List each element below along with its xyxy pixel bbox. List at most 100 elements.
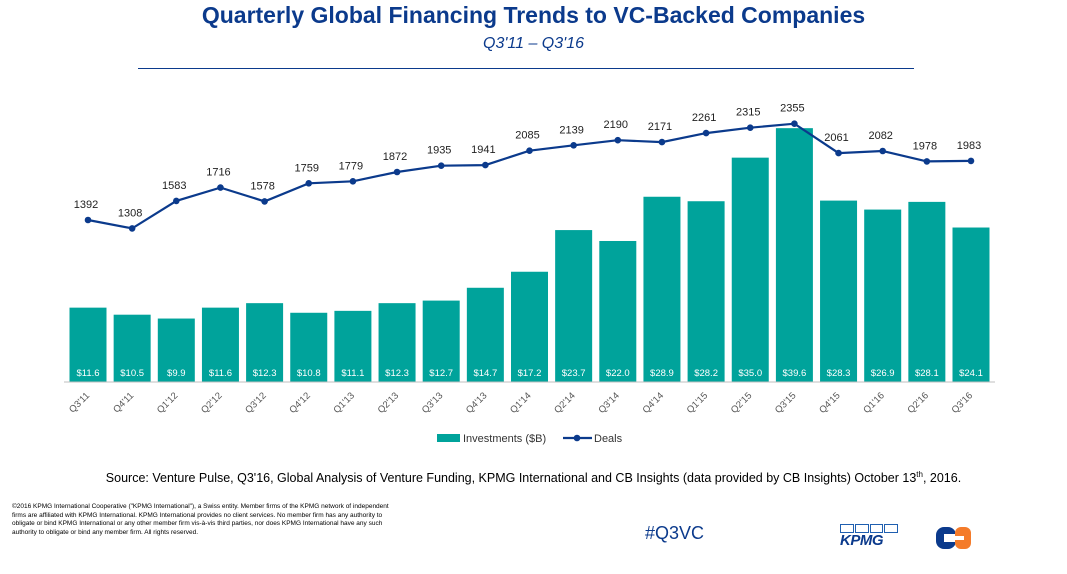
deals-label: 1935 [427, 145, 451, 157]
deals-point [614, 136, 622, 144]
x-tick-label: Q4'11 [111, 390, 136, 415]
investment-bar-label: $10.5 [120, 368, 144, 379]
x-tick-label: Q4'13 [464, 390, 490, 416]
deals-point [791, 120, 798, 127]
deals-point [879, 147, 886, 155]
x-tick-label: Q2'15 [729, 390, 755, 416]
deals-point [746, 124, 754, 131]
x-tick-label: Q3'11 [67, 390, 92, 415]
investment-bar-label: $11.6 [209, 368, 232, 379]
deals-label: 2171 [648, 121, 672, 133]
investment-bar [820, 200, 858, 382]
deals-label: 2355 [780, 103, 804, 115]
legend-investments-label: Investments ($B) [463, 433, 546, 445]
deals-label: 1759 [295, 162, 319, 174]
investment-bar [731, 157, 769, 382]
investment-bar-label: $10.8 [297, 368, 321, 379]
deals-label: 1978 [913, 140, 937, 152]
legend-deals-label: Deals [594, 433, 623, 445]
deals-point [835, 149, 842, 157]
investment-bar-label: $28.3 [827, 368, 851, 379]
deals-label: 2261 [692, 112, 716, 124]
investment-bar [422, 300, 460, 382]
cb-insights-logo-icon [936, 527, 971, 549]
deals-label: 1583 [162, 180, 186, 192]
x-tick-label: Q2'13 [376, 390, 402, 416]
investment-bar-label: $11.1 [341, 368, 364, 379]
x-tick-label: Q2'12 [199, 390, 225, 416]
deals-point [702, 129, 710, 137]
investment-bar-label: $23.7 [562, 368, 586, 379]
deals-point [173, 197, 180, 205]
x-tick-label: Q4'15 [817, 390, 843, 416]
deals-label: 1779 [339, 160, 363, 172]
copyright-notice: ©2016 KPMG International Cooperative ("K… [12, 503, 389, 536]
investment-bar-label: $9.9 [167, 368, 186, 379]
investment-bar-label: $12.3 [385, 368, 409, 379]
deals-point [393, 168, 401, 176]
investment-bar [246, 303, 284, 382]
x-tick-label: Q4'14 [641, 390, 667, 416]
deals-point [217, 184, 224, 191]
investment-bar [466, 287, 504, 382]
title-divider [138, 68, 914, 69]
x-tick-label: Q3'15 [773, 390, 799, 416]
investment-bar-label: $26.9 [871, 368, 895, 379]
legend-deals-marker [573, 434, 581, 442]
deals-label: 2315 [736, 107, 760, 119]
investment-bar-label: $35.0 [738, 368, 762, 379]
chart-title: Quarterly Global Financing Trends to VC-… [201, 2, 866, 28]
deals-label: 1716 [206, 167, 230, 179]
investment-bar-label: $17.2 [518, 368, 542, 379]
deals-point [658, 138, 666, 146]
investment-bar-label: $28.2 [694, 368, 718, 379]
investment-bar [201, 307, 239, 382]
investment-bar [687, 201, 725, 382]
deals-point [570, 142, 577, 149]
investment-bar [775, 128, 813, 382]
deals-point [128, 225, 136, 232]
deals-label: 1392 [74, 199, 98, 211]
investment-bar [952, 227, 990, 382]
investment-bar [113, 314, 151, 382]
investment-bar [511, 271, 548, 382]
x-tick-label: Q3'14 [596, 390, 622, 416]
investment-bar [643, 196, 681, 382]
deals-label: 2082 [868, 130, 892, 142]
investment-bar-label: $12.7 [429, 368, 453, 379]
deals-point [261, 198, 268, 205]
deals-point [437, 162, 445, 169]
investment-bar [864, 209, 902, 382]
investment-bar [599, 240, 637, 382]
deals-label: 1983 [957, 140, 981, 152]
investment-bar-label: $28.9 [650, 368, 674, 379]
x-tick-label: Q2'14 [552, 390, 578, 416]
kpmg-logo: KPMG [840, 524, 898, 550]
x-tick-label: Q2'16 [905, 390, 931, 416]
investment-bar-label: $28.1 [915, 368, 939, 379]
legend-investments-swatch [437, 434, 460, 442]
financing-chart: $11.6 $10.5 $9.9 $11.6 $12.3 $10.8 $11.1 $12.3 $… [64, 103, 995, 445]
deals-label: 2139 [559, 124, 583, 136]
x-tick-label: Q3'13 [420, 390, 446, 416]
investment-bar-label: $22.0 [606, 368, 630, 379]
investment-bar [69, 307, 107, 382]
x-tick-label: Q1'16 [861, 390, 887, 416]
x-tick-label: Q1'15 [685, 390, 711, 416]
deals-point [305, 180, 313, 187]
investment-bar [908, 201, 946, 382]
source-note: Source: Venture Pulse, Q3'16, Global Ana… [105, 470, 962, 486]
deals-point [84, 216, 92, 224]
deals-point [349, 178, 357, 185]
deals-point [526, 147, 533, 154]
deals-point [482, 161, 489, 169]
investment-bar [334, 310, 372, 382]
investment-bar [290, 312, 328, 382]
hashtag: #Q3VC [645, 523, 705, 543]
investment-bar [378, 303, 416, 382]
x-tick-label: Q3'16 [950, 390, 976, 416]
x-tick-label: Q4'12 [287, 390, 313, 416]
deals-label: 2085 [515, 130, 539, 142]
investment-bar-label: $11.6 [76, 368, 99, 379]
chart-subtitle: Q3'11 – Q3'16 [483, 35, 584, 52]
